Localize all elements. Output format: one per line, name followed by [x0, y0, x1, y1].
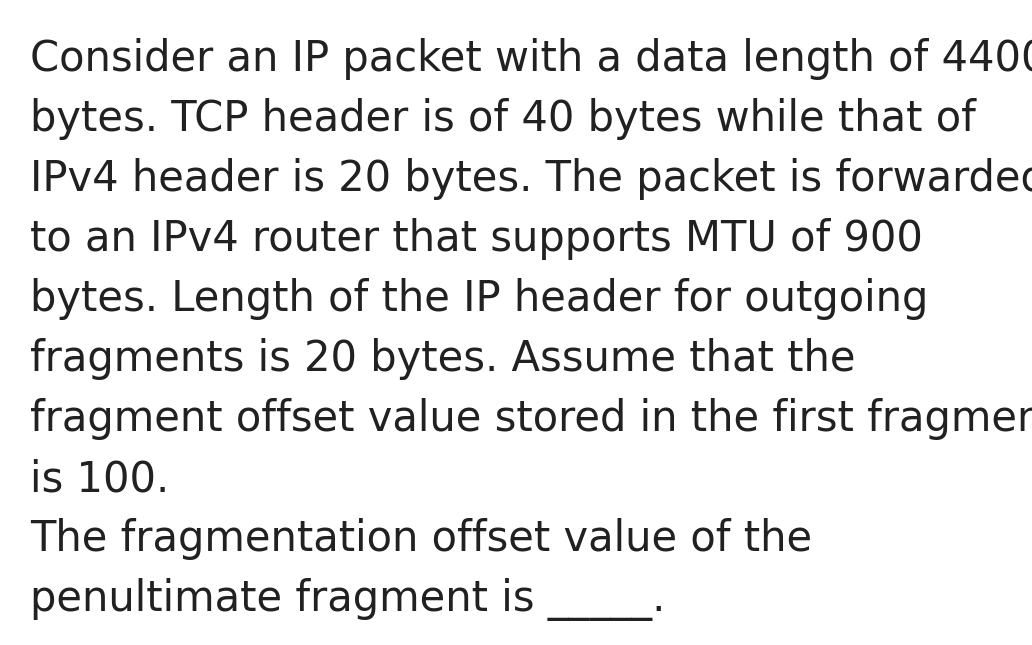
Text: is 100.: is 100.	[30, 458, 169, 500]
Text: bytes. TCP header is of 40 bytes while that of: bytes. TCP header is of 40 bytes while t…	[30, 98, 976, 140]
Text: fragments is 20 bytes. Assume that the: fragments is 20 bytes. Assume that the	[30, 338, 856, 380]
Text: bytes. Length of the IP header for outgoing: bytes. Length of the IP header for outgo…	[30, 278, 929, 320]
Text: Consider an IP packet with a data length of 4400: Consider an IP packet with a data length…	[30, 38, 1032, 80]
Text: to an IPv4 router that supports MTU of 900: to an IPv4 router that supports MTU of 9…	[30, 218, 923, 260]
Text: The fragmentation offset value of the: The fragmentation offset value of the	[30, 518, 812, 560]
Text: fragment offset value stored in the first fragment: fragment offset value stored in the firs…	[30, 398, 1032, 440]
Text: IPv4 header is 20 bytes. The packet is forwarded: IPv4 header is 20 bytes. The packet is f…	[30, 158, 1032, 200]
Text: penultimate fragment is _____.: penultimate fragment is _____.	[30, 578, 666, 621]
